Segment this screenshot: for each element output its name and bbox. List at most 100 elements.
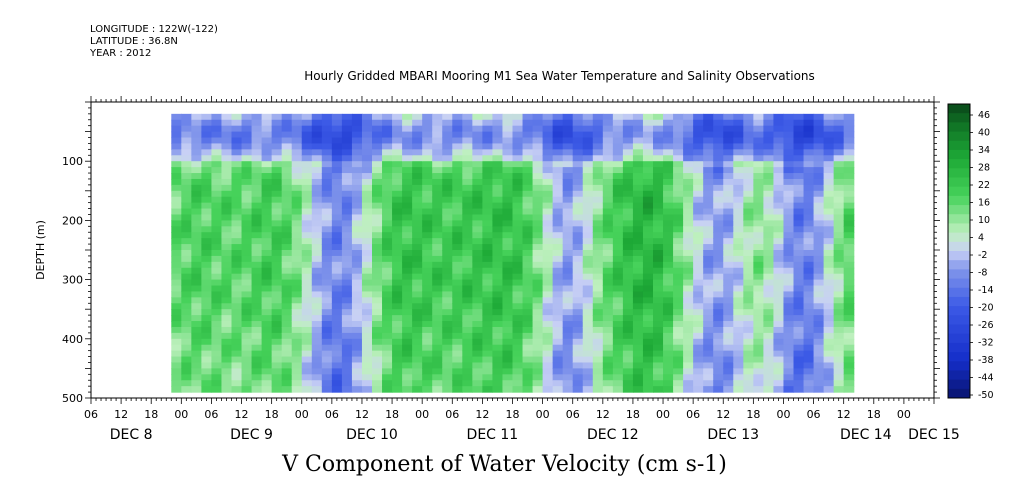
heatmap-cell: [703, 232, 714, 239]
heatmap-cell: [532, 326, 544, 334]
heatmap-cell: [673, 291, 684, 298]
heatmap-cell: [502, 196, 514, 204]
heatmap-cell: [351, 321, 363, 328]
heatmap-cell: [452, 261, 463, 269]
heatmap-cell: [843, 155, 855, 162]
heatmap-cell: [723, 374, 734, 381]
heatmap-cell: [492, 250, 504, 257]
colorbar-bin: [948, 324, 970, 335]
x-hour-label: 18: [144, 408, 158, 421]
heatmap-cell: [703, 178, 714, 186]
heatmap-cell: [341, 350, 353, 358]
heatmap-cell: [402, 202, 413, 210]
heatmap-cell: [683, 232, 694, 239]
heatmap-cell: [502, 125, 514, 133]
heatmap-cell: [713, 202, 724, 210]
heatmap-cell: [452, 350, 463, 358]
heatmap-cell: [432, 362, 443, 369]
heatmap-cell: [612, 161, 624, 168]
heatmap-cell: [301, 315, 313, 322]
heatmap-cell: [542, 380, 554, 387]
heatmap-cell: [843, 143, 855, 150]
heatmap-cell: [221, 190, 233, 198]
heatmap-cell: [663, 161, 674, 168]
heatmap-cell: [542, 297, 554, 304]
heatmap-cell: [683, 173, 694, 180]
heatmap-cell: [251, 173, 263, 180]
heatmap-cell: [311, 226, 323, 233]
heatmap-cell: [793, 232, 805, 239]
heatmap-cell: [392, 119, 403, 127]
heatmap-cell: [361, 315, 373, 322]
heatmap-cell: [271, 380, 283, 387]
heatmap-cell: [422, 326, 433, 334]
heatmap-cell: [442, 167, 453, 174]
heatmap-cell: [442, 338, 453, 346]
heatmap-cell: [301, 321, 313, 328]
heatmap-cell: [602, 368, 614, 375]
heatmap-cell: [653, 261, 664, 269]
heatmap-cell: [171, 161, 182, 168]
heatmap-cell: [452, 338, 463, 346]
heatmap-cell: [361, 214, 373, 221]
heatmap-cell: [642, 202, 654, 210]
heatmap-cell: [382, 321, 393, 328]
heatmap-cell: [392, 232, 403, 239]
heatmap-cell: [622, 386, 634, 393]
x-hour-label: 12: [596, 408, 610, 421]
heatmap-cell: [382, 214, 393, 221]
heatmap-cell: [723, 386, 734, 393]
heatmap-cell: [221, 279, 233, 287]
heatmap-cell: [683, 143, 694, 150]
heatmap-cell: [783, 137, 795, 145]
heatmap-cell: [372, 208, 383, 216]
heatmap-cell: [191, 273, 202, 281]
heatmap-cell: [592, 137, 604, 145]
heatmap-cell: [532, 149, 544, 156]
heatmap-cell: [372, 149, 383, 156]
heatmap-cell: [241, 356, 253, 364]
heatmap-cell: [522, 143, 534, 150]
heatmap-cell: [823, 178, 835, 186]
heatmap-cell: [402, 309, 413, 316]
heatmap-cell: [602, 267, 614, 275]
heatmap-cell: [693, 190, 704, 198]
heatmap-cell: [813, 303, 825, 310]
heatmap-cell: [502, 244, 514, 251]
heatmap-cell: [823, 137, 835, 145]
heatmap-cell: [251, 291, 263, 298]
heatmap-cell: [281, 196, 293, 204]
heatmap-cell: [241, 178, 253, 186]
heatmap-cell: [281, 374, 293, 381]
heatmap-cell: [492, 350, 504, 358]
heatmap-cell: [773, 303, 785, 310]
heatmap-cell: [321, 196, 333, 204]
heatmap-cell: [713, 321, 724, 328]
heatmap-cell: [642, 273, 654, 281]
heatmap-cell: [402, 161, 413, 168]
heatmap-cell: [773, 208, 785, 216]
heatmap-cell: [693, 149, 704, 156]
heatmap-cell: [663, 184, 674, 192]
heatmap-cell: [382, 173, 393, 180]
heatmap-cell: [271, 332, 283, 340]
heatmap-cell: [181, 297, 192, 304]
heatmap-cell: [673, 273, 684, 281]
heatmap-cell: [392, 374, 403, 381]
heatmap-cell: [291, 184, 303, 192]
heatmap-cell: [833, 297, 845, 304]
heatmap-cell: [492, 368, 504, 375]
heatmap-cell: [231, 149, 243, 156]
heatmap-cell: [221, 161, 233, 168]
heatmap-cell: [181, 173, 192, 180]
heatmap-cell: [221, 137, 233, 145]
heatmap-cell: [251, 309, 263, 316]
heatmap-cell: [171, 285, 182, 293]
heatmap-cell: [743, 321, 754, 328]
heatmap-cell: [582, 386, 594, 393]
heatmap-cell: [392, 332, 403, 340]
heatmap-cell: [291, 178, 303, 186]
heatmap-cell: [522, 190, 534, 198]
heatmap-cell: [753, 273, 764, 281]
heatmap-cell: [191, 291, 202, 298]
